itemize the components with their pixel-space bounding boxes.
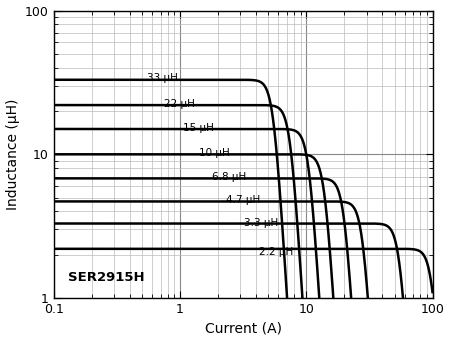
- Text: 6.8 μH: 6.8 μH: [212, 172, 247, 182]
- Text: 10 μH: 10 μH: [198, 148, 229, 158]
- Y-axis label: Inductance (μH): Inductance (μH): [5, 99, 19, 210]
- Text: 2.2 μH: 2.2 μH: [259, 247, 293, 257]
- Text: 22 μH: 22 μH: [164, 99, 195, 109]
- Text: 3.3 μH: 3.3 μH: [244, 218, 278, 227]
- Text: SER2915H: SER2915H: [68, 271, 145, 284]
- Text: 33 μH: 33 μH: [147, 73, 178, 83]
- Text: 15 μH: 15 μH: [183, 123, 214, 133]
- Text: 4.7 μH: 4.7 μH: [226, 195, 260, 205]
- X-axis label: Current (A): Current (A): [205, 322, 282, 336]
